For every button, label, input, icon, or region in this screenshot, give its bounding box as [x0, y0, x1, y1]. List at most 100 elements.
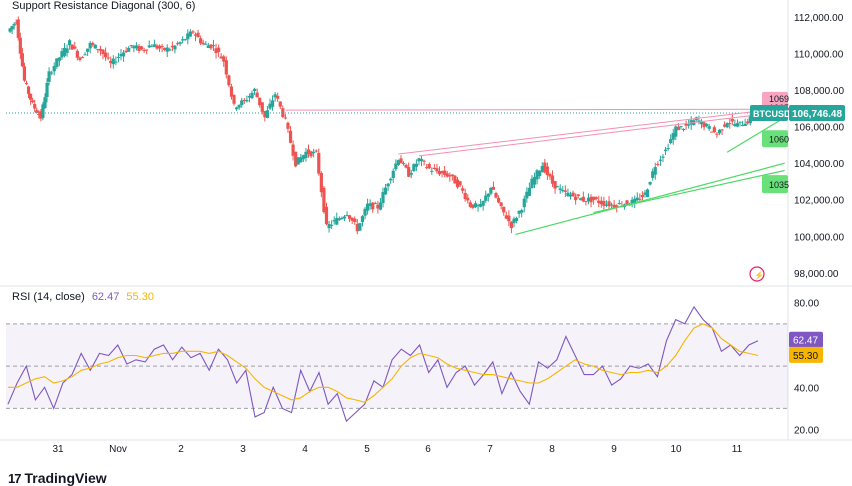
support-label-box	[762, 130, 788, 148]
support-line	[593, 169, 785, 214]
candle-body	[640, 195, 645, 198]
candle-body	[669, 139, 673, 143]
candle-body	[214, 48, 218, 54]
candle-body	[170, 45, 174, 48]
candle-body	[386, 183, 390, 187]
candle-body	[525, 191, 529, 199]
candle-body	[543, 162, 547, 173]
candle-body	[312, 151, 316, 154]
candle-body	[286, 122, 290, 129]
candle-body	[401, 163, 406, 165]
candle-body	[561, 190, 565, 192]
candle-body	[37, 113, 41, 115]
candle-body	[702, 122, 706, 128]
candle-body	[299, 157, 303, 163]
candle-body	[337, 218, 341, 221]
candle-body	[211, 45, 216, 47]
candle-body	[355, 224, 359, 232]
candle-body	[676, 126, 680, 131]
candle-body	[24, 83, 29, 85]
candle-body	[322, 187, 326, 213]
candle-body	[538, 170, 542, 176]
rsi-value-tag: 62.47	[793, 336, 818, 347]
candle-body	[227, 75, 231, 86]
candle-body	[496, 198, 501, 203]
candle-body	[206, 45, 210, 49]
candle-body	[617, 202, 621, 205]
candle-body	[522, 198, 526, 208]
candle-body	[304, 151, 308, 158]
candle-body	[615, 205, 619, 208]
tradingview-brand[interactable]: 17 TradingView	[8, 470, 107, 486]
candle-body	[645, 189, 650, 197]
candle-body	[540, 166, 544, 173]
candle-body	[399, 158, 403, 164]
candle-body	[68, 40, 72, 46]
candle-body	[663, 149, 668, 152]
candle-body	[147, 45, 151, 48]
candle-body	[479, 203, 483, 207]
candle-body	[491, 186, 496, 190]
last-price-tag: 106,746.48	[792, 109, 842, 120]
candle-body	[553, 181, 557, 189]
candle-body	[22, 66, 27, 81]
candle-body	[319, 173, 323, 193]
candle-body	[55, 58, 59, 67]
candle-body	[535, 170, 539, 180]
candle-body	[132, 46, 136, 49]
candle-body	[363, 208, 367, 216]
candle-body	[461, 188, 465, 191]
candle-body	[270, 100, 275, 107]
time-tick-label: 10	[670, 444, 682, 455]
candle-body	[178, 42, 182, 45]
candle-body	[263, 111, 267, 118]
last-price-tag-box	[789, 105, 845, 122]
candle-body	[556, 186, 560, 188]
candle-body	[199, 38, 203, 44]
candle-body	[39, 111, 43, 119]
candle-body	[43, 97, 47, 109]
candle-body	[453, 175, 457, 184]
candle-body	[191, 31, 195, 33]
candle-body	[419, 159, 424, 161]
time-tick-label: Nov	[109, 444, 127, 455]
time-tick-label: 7	[487, 444, 493, 455]
support-label-box	[762, 175, 788, 194]
candle-body	[47, 71, 51, 82]
candle-body	[740, 125, 745, 127]
candle-body	[651, 171, 655, 178]
candle-body	[247, 96, 252, 98]
support-label: 1035	[769, 180, 789, 190]
symbol-tag-box	[750, 105, 788, 122]
candle-body	[222, 56, 226, 62]
rsi-ma-value: 55.30	[126, 291, 154, 303]
candle-body	[391, 170, 395, 178]
candle-body	[201, 42, 205, 45]
candle-body	[91, 42, 95, 45]
candle-body	[50, 72, 54, 74]
candle-body	[33, 104, 37, 109]
candle-body	[443, 170, 447, 175]
candle-body	[137, 45, 141, 52]
candle-body	[602, 201, 606, 206]
candle-body	[653, 167, 657, 175]
price-tick-label: 100,000.00	[794, 232, 844, 243]
time-tick-label: 3	[240, 444, 246, 455]
candle-body	[353, 218, 357, 222]
candle-body	[116, 56, 121, 59]
candle-body	[152, 44, 157, 47]
candle-body	[129, 45, 133, 47]
candle-body	[358, 223, 362, 231]
candle-body	[196, 32, 200, 38]
candle-body	[638, 198, 642, 200]
candle-body	[291, 144, 295, 156]
candle-body	[240, 100, 244, 105]
candle-body	[219, 56, 223, 59]
candle-body	[435, 168, 439, 172]
rsi-ma-line	[8, 323, 759, 403]
candle-body	[720, 129, 724, 131]
candle-body	[550, 175, 555, 184]
candle-body	[8, 28, 12, 32]
candle-body	[93, 44, 97, 49]
